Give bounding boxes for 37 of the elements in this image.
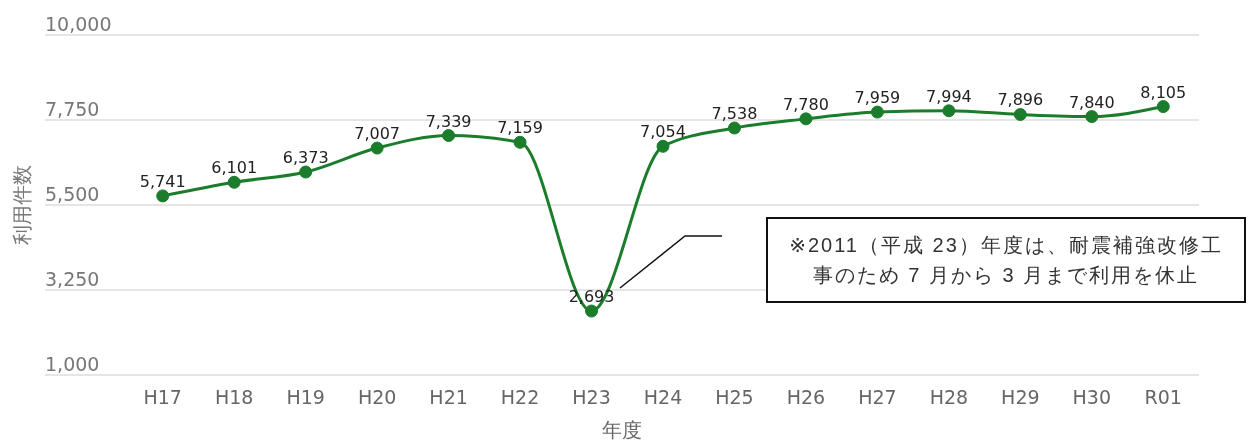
x-tick-label: H23 <box>572 386 611 408</box>
data-label: 8,105 <box>1140 82 1187 102</box>
data-label: 7,896 <box>997 90 1044 110</box>
y-tick-label: 7,750 <box>45 98 100 120</box>
data-label: 7,994 <box>925 86 972 106</box>
x-tick-label: H25 <box>715 386 754 408</box>
data-label: 5,741 <box>139 171 186 191</box>
x-tick-label: H20 <box>357 386 397 408</box>
y-tick-label: 10,000 <box>45 13 112 35</box>
data-label: 7,840 <box>1068 92 1115 112</box>
y-axis-title: 利用件数 <box>8 165 35 245</box>
data-label: 7,780 <box>783 94 829 114</box>
data-label: 7,538 <box>711 104 758 124</box>
y-tick-label: 3,250 <box>45 268 100 290</box>
x-tick-label: H18 <box>214 386 254 408</box>
x-tick-label: H17 <box>143 386 182 408</box>
x-tick-label: H30 <box>1072 386 1112 408</box>
data-label: 7,159 <box>497 118 543 138</box>
x-tick-label: H19 <box>286 386 325 408</box>
annotation: ※2011（平成 23）年度は、耐震補強改修工事のため 7 月から 3 月まで利用を休止 <box>788 233 1224 288</box>
data-label: 6,101 <box>211 158 258 178</box>
x-tick-label: H22 <box>500 386 540 408</box>
data-label: 7,007 <box>354 124 401 144</box>
data-label: 7,339 <box>425 111 472 131</box>
x-tick-label: H26 <box>786 386 826 408</box>
x-tick-label: H29 <box>1001 386 1040 408</box>
x-tick-label: H27 <box>858 386 897 408</box>
x-tick-label: R01 <box>1144 386 1182 408</box>
x-tick-label: H24 <box>643 386 683 408</box>
x-tick-label: H28 <box>929 386 969 408</box>
y-tick-label: 5,500 <box>45 183 100 205</box>
data-label: 7,959 <box>854 88 901 108</box>
y-tick-label: 1,000 <box>45 353 100 375</box>
x-axis-title: 年度 <box>602 416 642 442</box>
x-tick-label: H21 <box>429 386 468 408</box>
data-label: 6,373 <box>282 148 329 168</box>
data-label: 7,054 <box>640 122 686 142</box>
